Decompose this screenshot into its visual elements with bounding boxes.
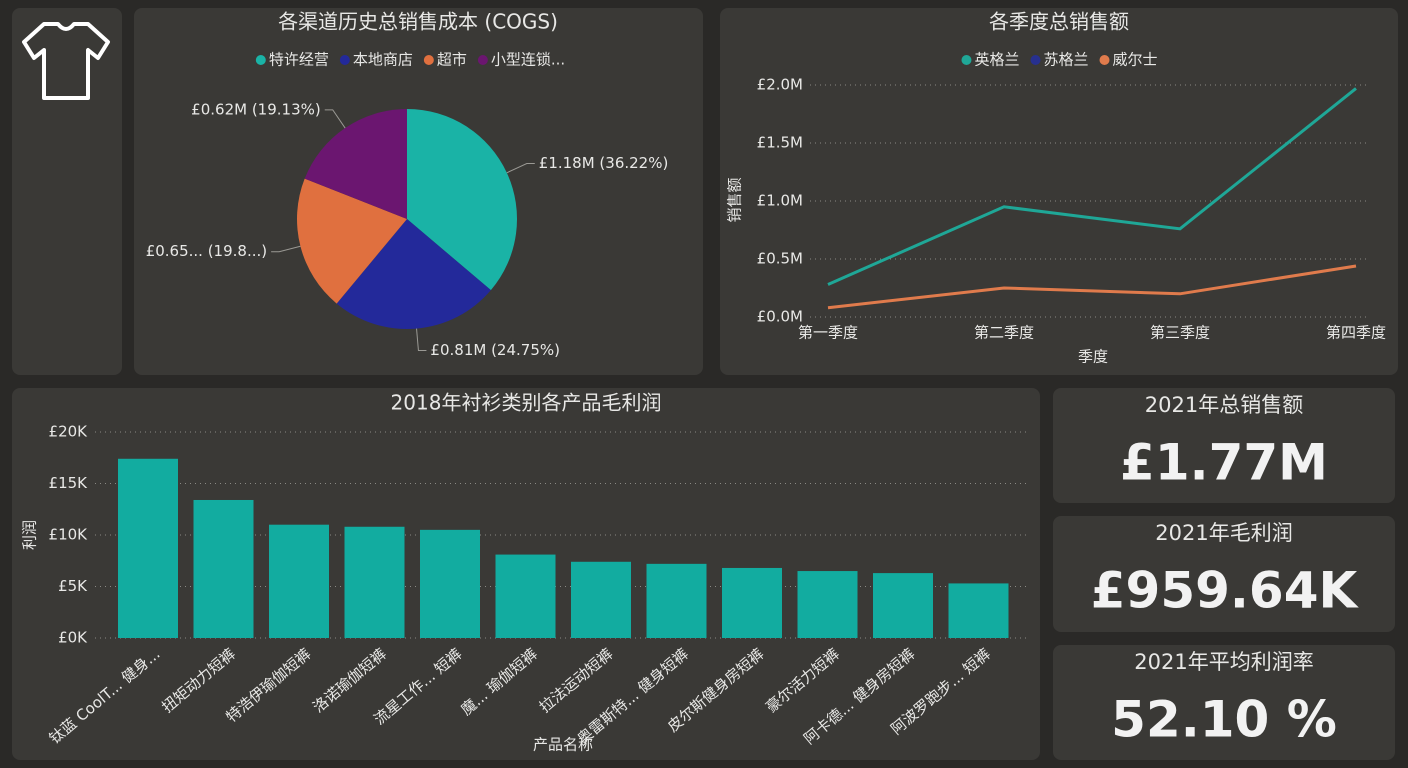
card-panel: [1053, 645, 1395, 760]
bar: [269, 524, 329, 638]
card-title: 2021年平均利润率: [1134, 650, 1313, 674]
x-tick-label: 第二季度: [974, 324, 1034, 342]
card-title: 2021年毛利润: [1155, 521, 1292, 545]
y-tick-label: £5K: [58, 577, 88, 595]
card-value: £959.64K: [1091, 562, 1360, 620]
legend-label: 小型连锁...: [491, 51, 565, 69]
leader-line: [506, 163, 535, 174]
y-tick-label: £1.5M: [757, 134, 803, 152]
bar: [118, 458, 178, 638]
bar: [722, 567, 782, 638]
bar: [646, 563, 707, 638]
card-value: 52.10 %: [1111, 691, 1337, 749]
data-label: £0.81M (24.75%): [430, 341, 560, 359]
legend-label: 威尔士: [1113, 51, 1158, 69]
y-tick-label: £20K: [49, 423, 89, 441]
y-axis-label: 利润: [21, 520, 39, 550]
legend: 特许经营 本地商店 超市 小型连锁...: [255, 51, 565, 69]
card-panel: [1053, 388, 1395, 503]
legend-label: 英格兰: [974, 51, 1019, 69]
pie-slice: [296, 178, 407, 304]
x-tick-label: 第一季度: [798, 324, 858, 342]
leader-line: [416, 328, 427, 352]
x-tick-label: 第三季度: [1150, 324, 1210, 342]
legend-label: 苏格兰: [1043, 51, 1088, 69]
pie-slice: [407, 109, 517, 291]
chart-title: 各季度总销售额: [989, 10, 1129, 34]
legend-marker: [477, 55, 488, 65]
legend-label: 超市: [437, 51, 467, 69]
card-title: 2021年总销售额: [1145, 393, 1303, 417]
bar: [797, 571, 858, 638]
bar: [571, 561, 631, 638]
bar: [873, 573, 933, 638]
y-tick-label: £0.0M: [757, 308, 803, 326]
leader-line: [324, 109, 346, 129]
data-label: £1.18M (36.22%): [539, 154, 669, 172]
x-axis-label: 季度: [1078, 348, 1108, 366]
legend-label: 特许经营: [269, 51, 329, 69]
chart-title: 2018年衬衫类别各产品毛利润: [391, 391, 662, 415]
icon-panel: [12, 8, 122, 375]
bar: [344, 526, 405, 638]
card-panel: [1053, 516, 1395, 632]
y-tick-label: £15K: [49, 474, 89, 492]
series-line: [827, 264, 1357, 310]
legend-marker: [961, 55, 972, 65]
series-line: [827, 87, 1357, 286]
line-panel: [720, 8, 1398, 375]
y-tick-label: £2.0M: [757, 76, 803, 94]
bar: [193, 499, 254, 638]
legend-marker: [255, 55, 266, 65]
legend-label: 本地商店: [353, 51, 413, 69]
y-tick-label: £0.5M: [757, 250, 803, 268]
y-tick-label: £1.0M: [757, 192, 803, 210]
chart-title: 各渠道历史总销售成本 (COGS): [278, 10, 558, 34]
x-axis-label: 产品名称: [533, 736, 593, 754]
y-tick-label: £10K: [49, 526, 89, 544]
shirt-icon: [22, 22, 110, 100]
y-tick-label: £0K: [58, 629, 88, 647]
legend: 英格兰 苏格兰 威尔士: [961, 51, 1158, 69]
bar: [420, 529, 480, 638]
bar: [948, 583, 1009, 638]
legend-marker: [1030, 55, 1041, 65]
data-label: £0.62M (19.13%): [191, 100, 321, 118]
leader-line: [271, 245, 301, 253]
legend-marker: [339, 55, 350, 65]
data-label: £0.65... (19.8...): [146, 242, 267, 260]
x-tick-label: 第四季度: [1326, 324, 1386, 342]
bar: [495, 554, 556, 638]
pie-slice: [304, 108, 407, 219]
legend-marker: [423, 55, 434, 65]
y-axis-label: 销售额: [726, 177, 744, 222]
legend-marker: [1099, 55, 1110, 65]
pie-slice: [336, 219, 491, 330]
card-value: £1.77M: [1120, 434, 1328, 492]
